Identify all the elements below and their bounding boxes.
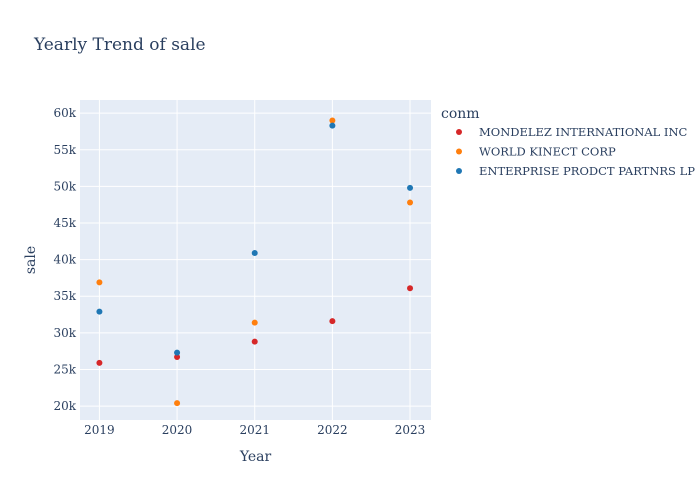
y-tick-label: 45k bbox=[53, 216, 76, 230]
data-point[interactable] bbox=[407, 199, 414, 206]
y-axis-label: sale bbox=[23, 246, 39, 274]
legend-label: MONDELEZ INTERNATIONAL INC bbox=[479, 125, 688, 139]
data-point[interactable] bbox=[251, 250, 258, 257]
y-tick-label: 40k bbox=[53, 253, 76, 267]
x-axis-label: Year bbox=[239, 449, 272, 465]
x-axis-ticks: 2019 2020 2021 2022 2023 bbox=[84, 423, 425, 437]
legend-item[interactable]: ENTERPRISE PRODCT PARTNRS LP bbox=[456, 164, 695, 178]
x-tick-label: 2019 bbox=[84, 423, 115, 437]
legend-marker bbox=[456, 168, 462, 174]
chart-title: Yearly Trend of sale bbox=[33, 35, 206, 55]
y-tick-label: 25k bbox=[53, 362, 76, 376]
data-point[interactable] bbox=[174, 400, 181, 407]
data-point[interactable] bbox=[251, 338, 258, 345]
data-point[interactable] bbox=[251, 319, 258, 326]
legend-items[interactable]: MONDELEZ INTERNATIONAL INC WORLD KINECT C… bbox=[456, 125, 695, 178]
data-point[interactable] bbox=[174, 349, 181, 356]
legend[interactable]: conm MONDELEZ INTERNATIONAL INC WORLD KIN… bbox=[441, 106, 695, 178]
y-axis-ticks: 20k 25k 30k 35k 40k 45k 50k 55k 60k bbox=[53, 106, 76, 413]
legend-item[interactable]: MONDELEZ INTERNATIONAL INC bbox=[456, 125, 688, 139]
x-tick-label: 2020 bbox=[162, 423, 193, 437]
grid-lines bbox=[80, 100, 431, 420]
data-point[interactable] bbox=[96, 359, 103, 366]
x-tick-label: 2022 bbox=[317, 423, 348, 437]
legend-label: WORLD KINECT CORP bbox=[479, 145, 616, 159]
data-point[interactable] bbox=[329, 117, 336, 124]
legend-marker bbox=[456, 129, 462, 135]
data-points bbox=[96, 117, 414, 407]
y-tick-label: 30k bbox=[53, 326, 76, 340]
legend-item[interactable]: WORLD KINECT CORP bbox=[456, 145, 616, 159]
legend-title: conm bbox=[441, 106, 480, 122]
legend-marker bbox=[456, 148, 462, 155]
x-tick-label: 2021 bbox=[239, 423, 270, 437]
data-point[interactable] bbox=[407, 285, 414, 292]
data-point[interactable] bbox=[96, 279, 103, 286]
y-tick-label: 20k bbox=[53, 399, 76, 413]
data-point[interactable] bbox=[329, 122, 336, 129]
data-point[interactable] bbox=[96, 308, 103, 315]
data-point[interactable] bbox=[407, 184, 414, 191]
data-point[interactable] bbox=[174, 354, 181, 361]
y-tick-label: 50k bbox=[53, 179, 76, 193]
legend-label: ENTERPRISE PRODCT PARTNRS LP bbox=[479, 164, 695, 178]
x-tick-label: 2023 bbox=[395, 423, 426, 437]
y-tick-label: 55k bbox=[53, 143, 76, 157]
y-tick-label: 35k bbox=[53, 289, 76, 303]
data-point[interactable] bbox=[329, 318, 336, 325]
y-tick-label: 60k bbox=[53, 106, 76, 120]
